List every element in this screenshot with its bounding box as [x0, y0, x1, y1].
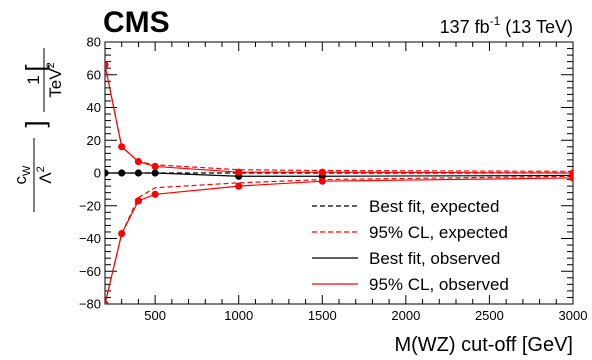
legend-label-cl-observed: 95% CL, observed: [369, 275, 509, 294]
y-tick-label: 60: [87, 67, 101, 82]
legend-label-best-fit-expected: Best fit, expected: [369, 197, 499, 216]
x-tick-label: 3000: [559, 308, 588, 323]
ylabel-coef-sub: W: [21, 165, 33, 176]
series-marker: [318, 177, 326, 185]
x-axis-label: M(WZ) cut-off [GeV]: [394, 334, 573, 356]
y-tick-label: 40: [87, 100, 101, 115]
series-marker: [235, 182, 243, 190]
lumi-energy: (13 TeV): [500, 17, 573, 37]
series-marker: [318, 168, 326, 176]
series-line-1: [105, 64, 573, 172]
x-tick-label: 2500: [475, 308, 504, 323]
luminosity-label: 137 fb-1 (13 TeV): [440, 14, 573, 37]
y-tick-label: 20: [87, 133, 101, 148]
series-marker: [134, 197, 143, 205]
y-tick-label: 0: [94, 166, 101, 181]
series-marker: [569, 174, 573, 182]
x-tick-label: 1000: [224, 308, 253, 323]
legend-label-best-fit-observed: Best fit, observed: [369, 249, 500, 268]
experiment-label: CMS: [103, 6, 170, 39]
x-tick-label: 500: [144, 308, 166, 323]
series-marker: [151, 162, 159, 171]
ylabel-coef: c: [11, 175, 30, 184]
legend: Best fit, expected 95% CL, expected Best…: [312, 197, 509, 294]
series-marker: [105, 300, 109, 304]
series-body: [105, 61, 573, 304]
series-line-4: [105, 64, 573, 174]
y-tick-label: −40: [79, 231, 101, 246]
x-tick-label: 1500: [308, 308, 337, 323]
ylabel-bracket-open: [: [20, 64, 50, 72]
series-marker: [134, 169, 143, 177]
lumi-exponent: -1: [490, 14, 501, 28]
ylabel-bracket-close: ]: [20, 120, 50, 127]
legend-label-cl-expected: 95% CL, expected: [369, 223, 508, 242]
series-marker: [105, 61, 109, 69]
x-tick-label: 2000: [391, 308, 420, 323]
series-marker: [151, 169, 159, 177]
series-marker: [235, 168, 243, 176]
axis-ticks: 500 1000 1500 2000 2500 3000 −80 −60 −40 −20 0 20 40…: [79, 35, 588, 324]
ylabel-lambda-sup: 2: [35, 166, 47, 172]
ylabel-unit-num: 1: [24, 75, 43, 84]
y-tick-label: −60: [79, 264, 101, 279]
ylabel-unit-sup: 2: [45, 62, 57, 68]
svg-text:TeV2: TeV2: [45, 62, 65, 97]
series-marker: [118, 229, 126, 238]
y-axis-label: cW Λ2 [ 1 TeV2 ]: [11, 48, 65, 212]
ylabel-unit-den: TeV: [46, 68, 65, 98]
lumi-value: 137 fb: [440, 17, 490, 37]
series-marker: [118, 143, 126, 151]
series-group: [105, 61, 573, 304]
y-tick-label: 80: [87, 35, 101, 50]
y-tick-label: −80: [79, 297, 101, 312]
series-marker: [134, 157, 143, 166]
series-marker: [151, 190, 159, 198]
svg-text:Λ2: Λ2: [35, 166, 55, 183]
series-marker: [105, 169, 109, 177]
ylabel-lambda: Λ: [36, 172, 55, 184]
series-marker: [118, 169, 126, 177]
svg-text:cW: cW: [11, 165, 33, 185]
y-tick-label: −20: [79, 198, 101, 213]
